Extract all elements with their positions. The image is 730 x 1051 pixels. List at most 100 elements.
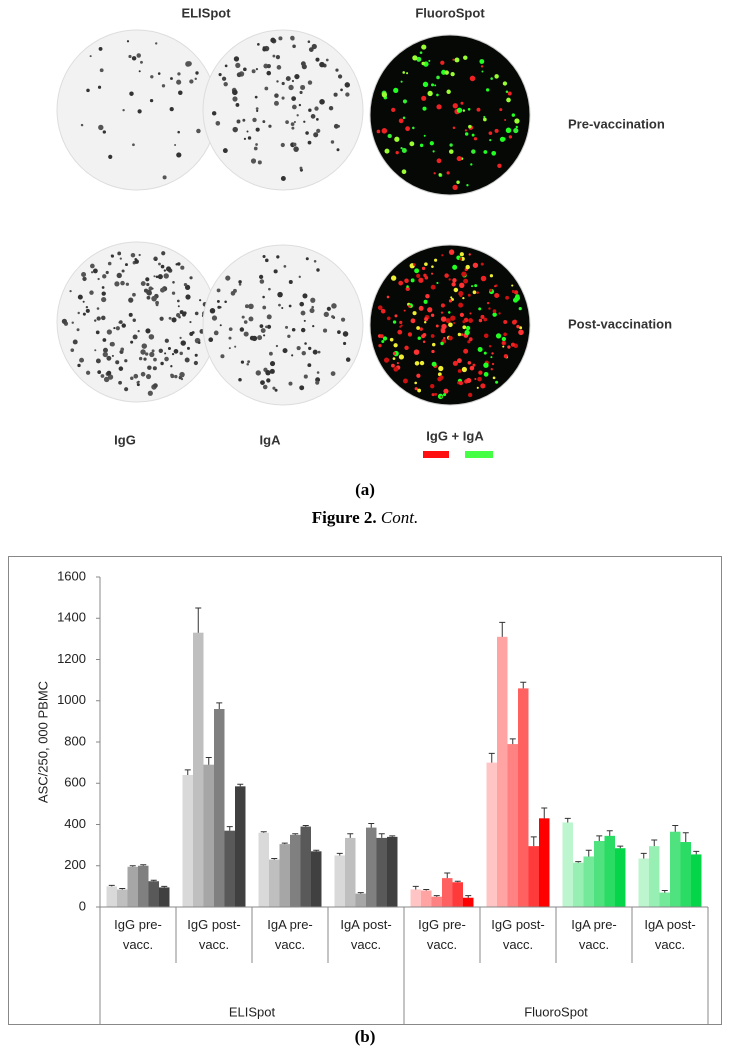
spot (471, 133, 475, 137)
y-tick-label: 400 (64, 816, 86, 831)
spot (495, 333, 502, 339)
spot (243, 137, 247, 140)
spot (307, 80, 313, 85)
spot (483, 150, 488, 154)
spot (489, 139, 492, 142)
x-tick-label: IgA pre-vacc. (571, 917, 617, 952)
spot (196, 128, 201, 134)
error-bar (693, 850, 700, 855)
error-bar (313, 849, 320, 852)
spot (423, 321, 427, 324)
spot (311, 43, 317, 50)
spot (308, 47, 314, 52)
bar (680, 842, 691, 907)
legend-swatch (423, 451, 449, 458)
spot (398, 354, 405, 360)
spot (448, 299, 453, 303)
spot (456, 180, 460, 184)
spot (276, 65, 282, 70)
spot (436, 158, 442, 164)
spot (472, 363, 476, 367)
spot (310, 297, 316, 303)
spot (416, 273, 421, 278)
spot (402, 116, 406, 120)
spot (476, 107, 481, 112)
spot (158, 262, 161, 266)
spot (402, 99, 408, 104)
bar (106, 886, 117, 907)
error-bar (260, 831, 267, 833)
chart: 0 200 400 600 800 1000 1200 1400 1600 ELISpot Fluo… (57, 568, 709, 1025)
spot (394, 314, 398, 318)
spot (393, 366, 399, 372)
bar (334, 855, 345, 907)
spot (466, 377, 472, 384)
spot (437, 372, 442, 377)
spot (247, 360, 251, 364)
error-bar (541, 807, 548, 819)
error-bar (433, 895, 440, 897)
spot (344, 82, 351, 88)
spot (106, 370, 112, 376)
column-label: FluoroSpot (415, 5, 485, 20)
spot (483, 371, 489, 377)
spot (430, 334, 435, 338)
bar (224, 830, 235, 907)
spot (424, 262, 428, 266)
spot (177, 262, 181, 266)
spot (248, 303, 254, 310)
spot (307, 40, 311, 43)
spot (152, 366, 157, 371)
panel-label: (b) (355, 1027, 376, 1046)
spot (312, 325, 315, 328)
spot (431, 349, 435, 354)
spot (102, 274, 107, 279)
spot (458, 291, 464, 297)
spot (518, 306, 522, 311)
spot (94, 349, 97, 352)
spot (467, 107, 471, 111)
spot (136, 383, 140, 387)
spot (208, 337, 214, 343)
spot (239, 327, 245, 332)
spot (435, 324, 439, 328)
error-bar (423, 888, 430, 891)
spot (402, 378, 408, 384)
spot (298, 275, 301, 278)
spot (82, 276, 87, 282)
spot (255, 68, 259, 71)
spot (419, 327, 423, 331)
spot (155, 275, 159, 279)
bar (355, 893, 366, 907)
x-tick-label: IgA pre-vacc. (267, 917, 313, 952)
spot (162, 175, 167, 180)
error-bar (140, 864, 147, 866)
spot (170, 374, 175, 379)
spot (416, 326, 420, 330)
spot (398, 280, 404, 286)
spot (422, 332, 427, 337)
spot (278, 36, 283, 41)
spot (252, 117, 257, 123)
spot (472, 262, 479, 268)
spot (477, 346, 483, 352)
spot (215, 121, 221, 126)
spot (281, 81, 285, 86)
spot (300, 84, 306, 90)
spot (157, 274, 163, 280)
spot (296, 114, 299, 117)
spot (505, 295, 510, 300)
spot (303, 120, 306, 123)
bar (258, 832, 269, 907)
spot (425, 293, 430, 299)
spot (119, 257, 122, 260)
spot (316, 371, 320, 374)
spot (102, 338, 107, 342)
spot (132, 292, 136, 297)
caption-text: Figure 2. (312, 508, 377, 527)
spot (446, 171, 450, 175)
spot (303, 319, 306, 322)
spot (263, 63, 269, 69)
spot (316, 268, 320, 272)
spot (149, 351, 155, 358)
